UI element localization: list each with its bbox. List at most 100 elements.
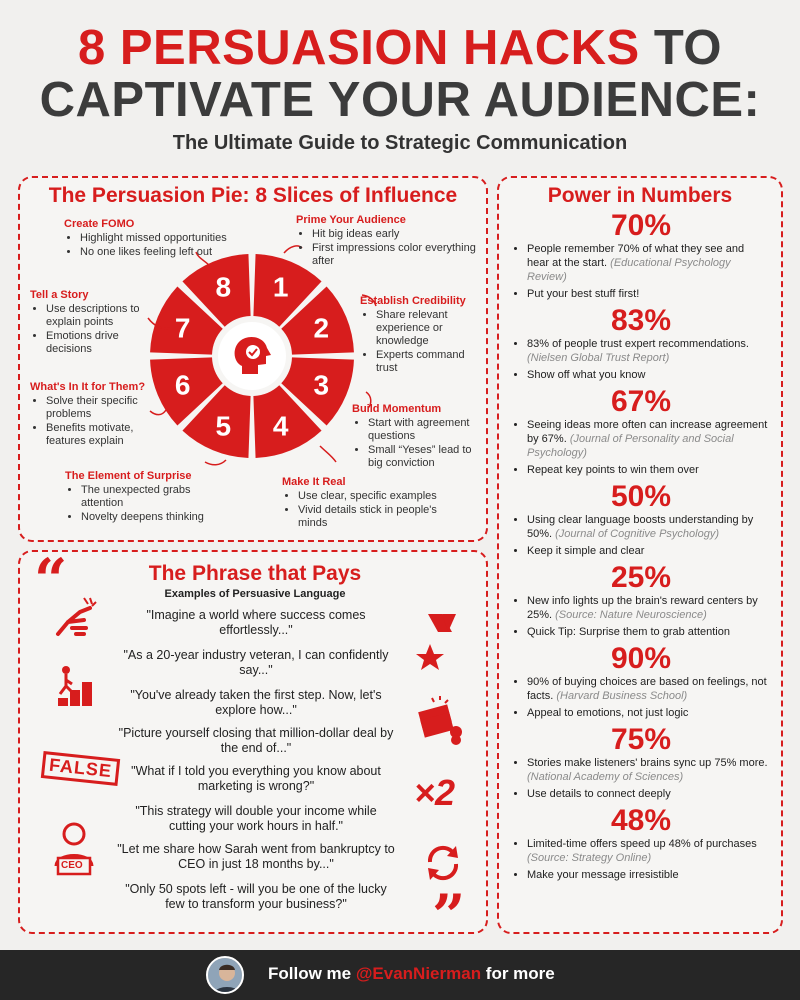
stat-block: 70% People remember 70% of what they see…: [513, 210, 769, 301]
stat-block: 90% 90% of buying choices are based on f…: [513, 643, 769, 720]
arrow-8: [195, 251, 211, 267]
stat-tip: Show off what you know: [527, 368, 769, 382]
slice-point: Small “Yeses” lead to big conviction: [368, 444, 487, 470]
author-avatar[interactable]: [206, 956, 244, 994]
climbing-stairs-icon: [58, 666, 92, 706]
phrase-title: The Phrase that Pays: [148, 562, 362, 585]
stat-percent: 90%: [610, 642, 672, 675]
pie-slice-1: [253, 254, 322, 327]
stat-fact: Seeing ideas more often can increase agr…: [527, 418, 769, 460]
slice-point: Benefits motivate, features explain: [46, 422, 165, 448]
pie-slice-number: 2: [314, 312, 330, 343]
slice-heading: Tell a Story: [30, 289, 89, 301]
follow-prefix: Follow me: [268, 964, 356, 983]
stat-source: (Source: Strategy Online): [527, 852, 652, 864]
stat-tip: Make your message irresistible: [527, 868, 769, 882]
arrow-3: [365, 391, 372, 409]
slice-point: First impressions color everything after: [312, 242, 476, 268]
slice-label-5: The Element of Surprise The unexpected g…: [65, 470, 225, 525]
slice-label-4: Make It Real Use clear, specific example…: [282, 476, 467, 531]
pie-title: The Persuasion Pie: 8 Slices of Influenc…: [48, 184, 458, 207]
money-stack-icon: [418, 696, 462, 745]
slice-point: The unexpected grabs attention: [81, 484, 225, 510]
close-quote-icon: ”: [432, 882, 466, 950]
slice-point: Use descriptions to explain points: [46, 303, 160, 329]
slice-point: Experts command trust: [376, 349, 485, 375]
head-idea-icon: [234, 336, 271, 374]
pie-slice-8: [182, 254, 251, 327]
stat-fact-text: Limited-time offers speed up 48% of purc…: [527, 838, 757, 850]
stat-block: 83% 83% of people trust expert recommend…: [513, 305, 769, 382]
phrase-panel: “ ” The Phrase that Pays Examples of Per…: [18, 546, 488, 950]
arrow-7: [147, 317, 171, 330]
open-quote-icon: “: [34, 546, 68, 614]
stat-fact-text: New info lights up the brain's reward ce…: [527, 595, 758, 621]
power-in-numbers-panel: Power in Numbers 70% People remember 70%…: [497, 176, 783, 934]
stat-fact: 90% of buying choices are based on feeli…: [527, 675, 769, 703]
slice-point: Share relevant experience or knowledge: [376, 309, 485, 348]
slice-label-6: What's In It for Them? Solve their speci…: [30, 381, 165, 449]
stat-tip: Appeal to emotions, not just logic: [527, 706, 769, 720]
slice-label-7: Tell a Story Use descriptions to explain…: [30, 289, 160, 357]
pie-slice-6: [150, 357, 223, 426]
title-highlight: 8 PERSUASION HACKS: [78, 21, 640, 75]
title-rest: TO: [639, 21, 722, 75]
footer-bar: Follow me @EvanNierman for more: [0, 950, 800, 1000]
phrase-item: "This strategy will double your income w…: [135, 804, 377, 833]
stat-percent: 70%: [610, 209, 672, 242]
stat-fact: Stories make listeners' brains sync up 7…: [527, 756, 769, 784]
pie-arrows: [147, 245, 377, 466]
pie-slice-7: [150, 286, 223, 355]
slice-label-8: Create FOMO Highlight missed opportuniti…: [64, 218, 264, 260]
phrase-item: "What if I told you everything you know …: [131, 764, 381, 793]
slice-label-3: Build Momentum Start with agreement ques…: [352, 403, 487, 471]
stat-percent: 25%: [610, 561, 672, 594]
author-handle-link[interactable]: @EvanNierman: [355, 964, 482, 983]
stat-percent: 67%: [610, 385, 672, 418]
person-avatar-icon: [208, 958, 242, 992]
medal-star-icon: [416, 614, 456, 670]
pie-slice-3: [281, 357, 354, 426]
stat-block: 48% Limited-time offers speed up 48% of …: [513, 805, 769, 882]
stat-fact: 83% of people trust expert recommendatio…: [527, 337, 769, 365]
pie-slice-number: 4: [273, 410, 289, 441]
stat-source: (Harvard Business School): [556, 690, 688, 702]
times-two-icon: ×2: [414, 772, 456, 813]
stat-tip: Use details to connect deeply: [527, 787, 769, 801]
slice-point: Hit big ideas early: [312, 228, 476, 241]
stat-source: (National Academy of Sciences): [527, 771, 684, 783]
arrow-1: [283, 245, 303, 254]
phrase-item: "Let me share how Sarah went from bankru…: [117, 842, 395, 871]
pie-slice-number: 3: [314, 370, 330, 401]
stat-tip: Repeat key points to win them over: [527, 463, 769, 477]
phrase-item: "You've already taken the first step. No…: [130, 688, 382, 717]
pie-slice-number: 8: [216, 272, 232, 303]
follow-cta[interactable]: Follow me @EvanNierman for more: [268, 964, 555, 984]
pie-slice-number: 6: [175, 370, 191, 401]
arrow-6: [149, 409, 167, 416]
false-stamp-icon: FALSE: [40, 751, 121, 786]
stat-tip: Put your best stuff first!: [527, 287, 769, 301]
pie-slice-4: [253, 385, 322, 458]
snap-fingers-icon: [56, 597, 97, 636]
slice-point: Highlight missed opportunities: [80, 232, 264, 245]
page-title-line1: 8 PERSUASION HACKS TO: [0, 22, 800, 74]
slice-heading: Establish Credibility: [360, 295, 466, 307]
phrase-item: "Imagine a world where success comes eff…: [146, 608, 366, 637]
follow-suffix: for more: [481, 964, 555, 983]
persuasion-pie-chart: 12 34 56 78: [147, 245, 377, 466]
stat-block: 67% Seeing ideas more often can increase…: [513, 386, 769, 477]
pie-slice-5: [182, 385, 251, 458]
slice-heading: The Element of Surprise: [65, 470, 192, 482]
pie-slice-number: 5: [216, 410, 232, 441]
pie-slice-2: [281, 286, 354, 355]
slice-point: Solve their specific problems: [46, 395, 165, 421]
slice-point: Use clear, specific examples: [298, 490, 467, 503]
stat-source: (Nielsen Global Trust Report): [527, 352, 670, 364]
stat-source: (Educational Psychology Review): [527, 257, 731, 283]
arrow-4: [319, 445, 337, 463]
persuasion-pie-panel: The Persuasion Pie: 8 Slices of Influenc…: [18, 176, 488, 542]
stat-fact-text: Seeing ideas more often can increase agr…: [527, 419, 768, 445]
slice-label-2: Establish Credibility Share relevant exp…: [360, 295, 485, 376]
phrase-item: "Only 50 spots left - will you be one of…: [125, 882, 387, 911]
